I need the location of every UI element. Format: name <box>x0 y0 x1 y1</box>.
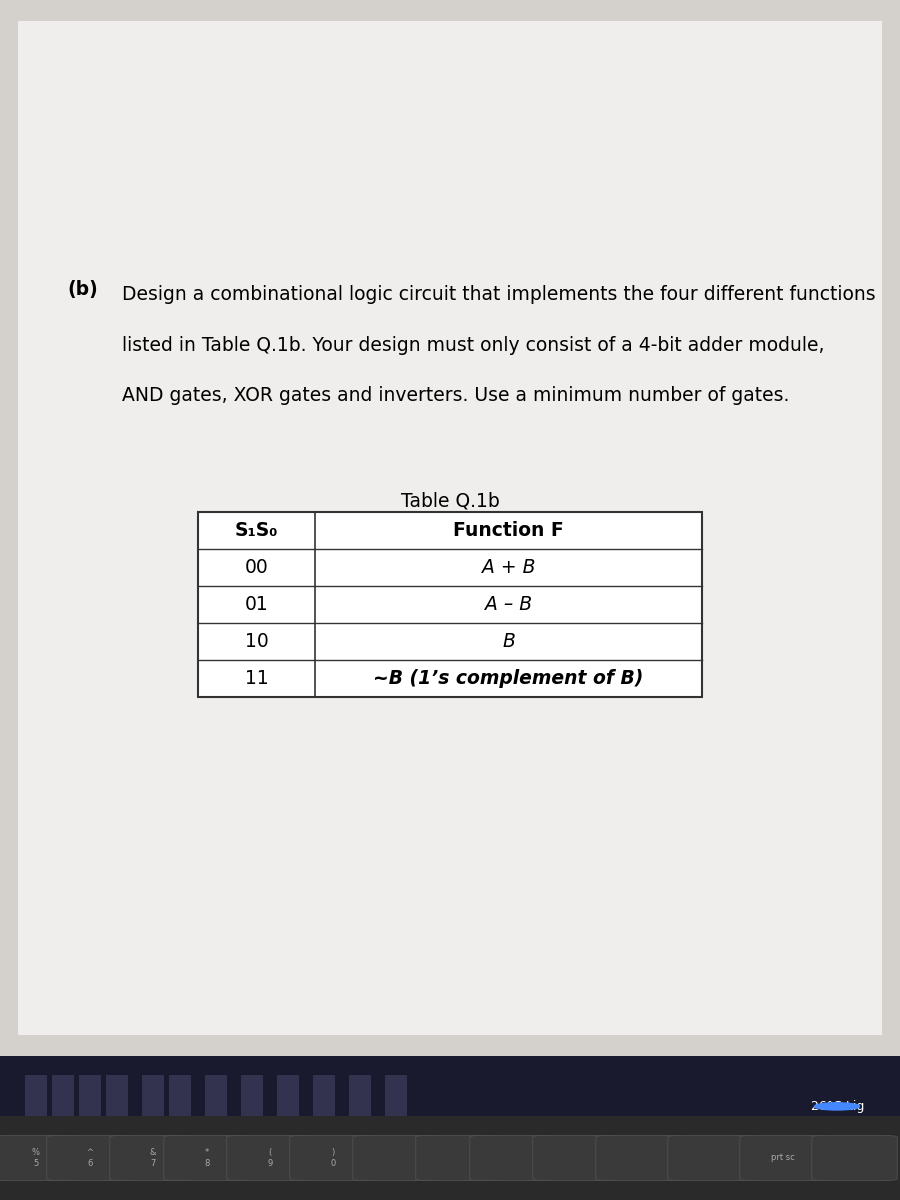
Text: listed in Table Q.1b. Your design must only consist of a 4-bit adder module,: listed in Table Q.1b. Your design must o… <box>122 336 824 355</box>
Text: %
5: % 5 <box>32 1148 40 1168</box>
FancyBboxPatch shape <box>596 1135 681 1181</box>
Text: prt sc: prt sc <box>771 1153 795 1163</box>
Text: 11: 11 <box>245 668 268 688</box>
FancyBboxPatch shape <box>18 22 882 1034</box>
FancyBboxPatch shape <box>470 1135 555 1181</box>
FancyBboxPatch shape <box>812 1135 897 1181</box>
Bar <box>106 1075 128 1121</box>
Text: 00: 00 <box>245 558 268 577</box>
FancyBboxPatch shape <box>533 1135 618 1181</box>
FancyBboxPatch shape <box>0 1135 78 1181</box>
Text: )
0: ) 0 <box>330 1148 336 1168</box>
Text: ~B (1’s complement of B): ~B (1’s complement of B) <box>374 668 644 688</box>
FancyBboxPatch shape <box>740 1135 825 1181</box>
Bar <box>198 512 702 697</box>
Bar <box>142 1075 164 1121</box>
Text: *
8: * 8 <box>204 1148 210 1168</box>
Text: (b): (b) <box>68 280 98 299</box>
Text: A – B: A – B <box>485 595 532 614</box>
Bar <box>205 1075 227 1121</box>
FancyBboxPatch shape <box>0 1056 900 1200</box>
FancyBboxPatch shape <box>0 1116 900 1200</box>
Bar <box>241 1075 263 1121</box>
Bar <box>313 1075 335 1121</box>
Text: 01: 01 <box>245 595 268 614</box>
Text: A + B: A + B <box>482 558 536 577</box>
Bar <box>349 1075 371 1121</box>
Text: ^
6: ^ 6 <box>86 1148 94 1168</box>
Text: 10: 10 <box>245 632 268 652</box>
FancyBboxPatch shape <box>164 1135 249 1181</box>
Text: (
9: ( 9 <box>267 1148 273 1168</box>
FancyBboxPatch shape <box>416 1135 501 1181</box>
Text: Function F: Function F <box>453 521 564 540</box>
FancyBboxPatch shape <box>290 1135 375 1181</box>
Text: &
7: & 7 <box>149 1148 157 1168</box>
Bar <box>169 1075 191 1121</box>
Bar <box>277 1075 299 1121</box>
Text: B: B <box>502 632 515 652</box>
Text: AND gates, XOR gates and inverters. Use a minimum number of gates.: AND gates, XOR gates and inverters. Use … <box>122 386 789 406</box>
Bar <box>79 1075 101 1121</box>
Bar <box>385 1075 407 1121</box>
Text: Table Q.1b: Table Q.1b <box>400 491 500 510</box>
Text: Design a combinational logic circuit that implements the four different function: Design a combinational logic circuit tha… <box>122 286 875 304</box>
FancyBboxPatch shape <box>227 1135 312 1181</box>
Bar <box>52 1075 74 1121</box>
Circle shape <box>814 1103 860 1110</box>
Text: ASUS VivoBook: ASUS VivoBook <box>397 1142 503 1157</box>
FancyBboxPatch shape <box>353 1135 438 1181</box>
Text: S₁S₀: S₁S₀ <box>235 521 278 540</box>
FancyBboxPatch shape <box>668 1135 753 1181</box>
Text: 26°C Lig: 26°C Lig <box>811 1100 864 1112</box>
FancyBboxPatch shape <box>47 1135 132 1181</box>
Bar <box>25 1075 47 1121</box>
FancyBboxPatch shape <box>110 1135 195 1181</box>
